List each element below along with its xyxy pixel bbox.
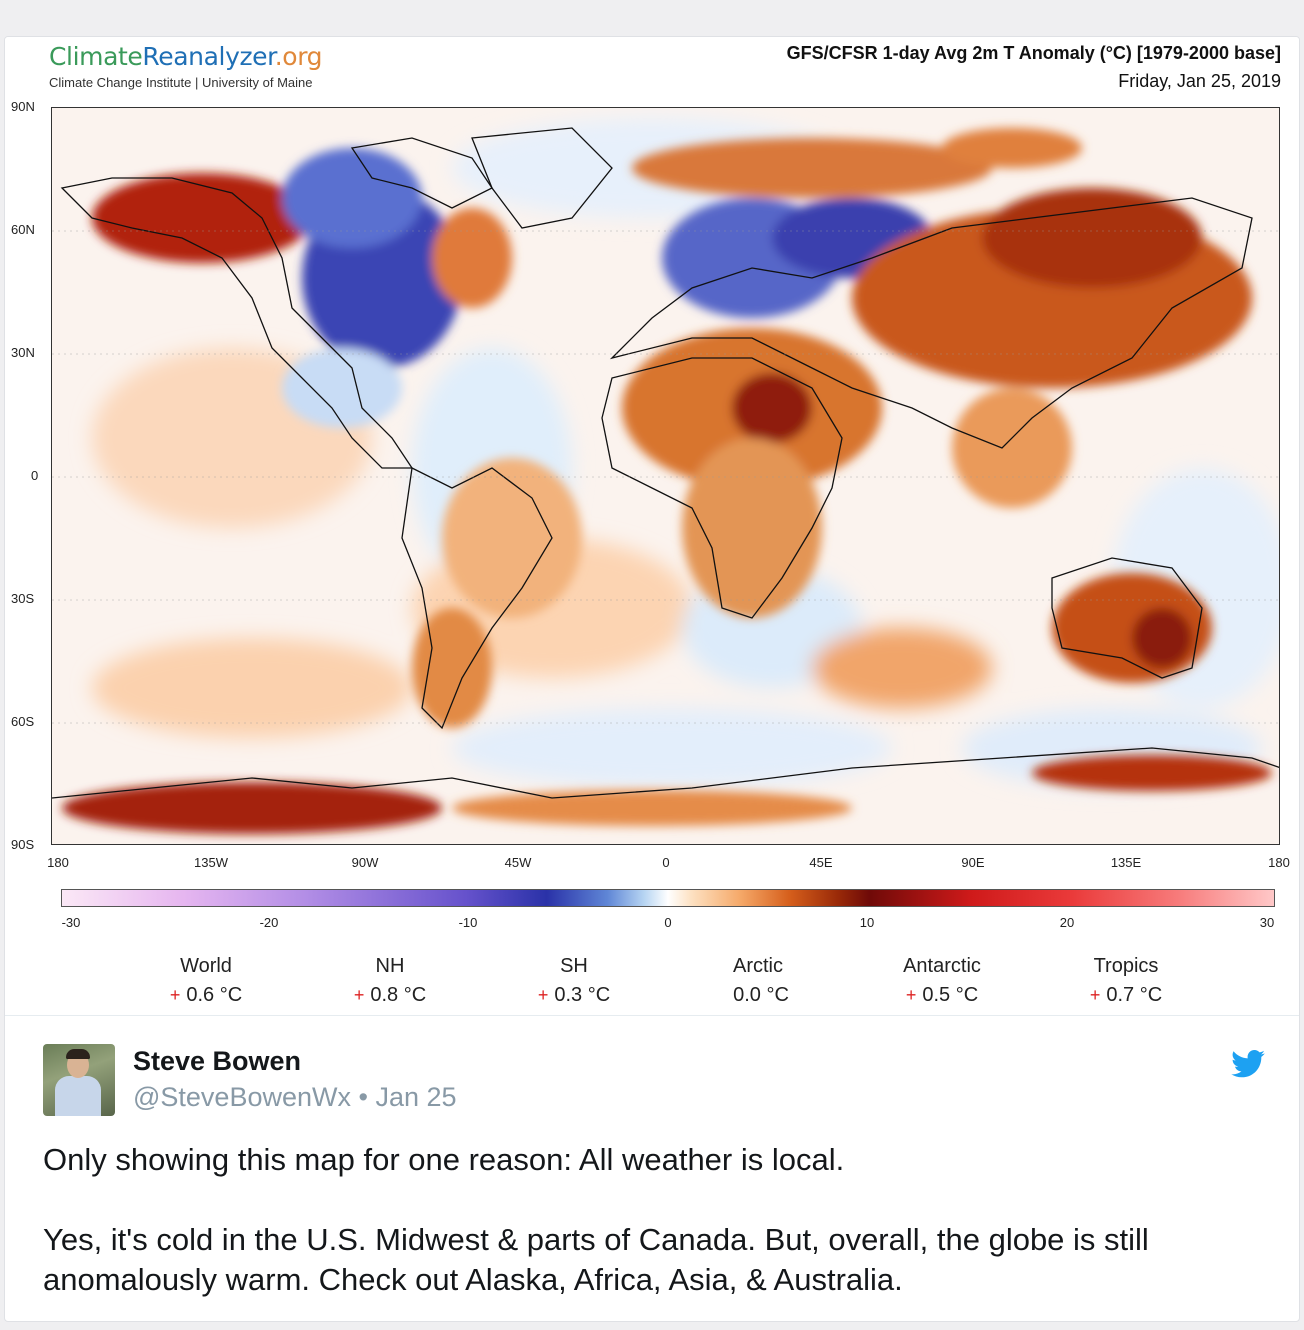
lat-tick: 0 xyxy=(31,468,39,483)
stat-name: Tropics xyxy=(1093,955,1159,977)
stat-nh: NH +0.8 °C xyxy=(300,955,480,1007)
avatar[interactable] xyxy=(43,1044,115,1116)
colorbar-label: 20 xyxy=(1059,915,1075,930)
author-handle-date[interactable]: @SteveBowenWx • Jan 25 xyxy=(133,1082,457,1112)
stat-name: Arctic xyxy=(733,955,783,977)
stat-value: +0.8 °C xyxy=(353,984,427,1006)
lon-tick: 90E xyxy=(961,855,985,870)
stat-value: 0.0 °C xyxy=(733,984,789,1006)
map-date: Friday, Jan 25, 2019 xyxy=(1118,71,1281,91)
tweet-card[interactable]: ClimateReanalyzer.org Climate Change Ins… xyxy=(4,36,1300,1322)
twitter-bird-icon[interactable] xyxy=(1231,1050,1265,1078)
stat-sh: SH +0.3 °C xyxy=(484,955,664,1007)
stat-arctic: Arctic 0.0 °C xyxy=(668,955,848,1007)
brand-logo: ClimateReanalyzer.org Climate Change Ins… xyxy=(49,41,323,90)
lon-tick: 180 xyxy=(47,855,69,870)
temperature-anomaly-map xyxy=(51,107,1280,845)
lat-tick: 90S xyxy=(11,837,35,852)
colorbar-label: 0 xyxy=(664,915,672,930)
stat-name: SH xyxy=(560,955,588,977)
lon-tick: 45W xyxy=(504,855,532,870)
stat-value: +0.5 °C xyxy=(905,984,979,1006)
map-svg xyxy=(52,108,1279,844)
stat-value: +0.7 °C xyxy=(1089,984,1163,1006)
colorbar-label: 10 xyxy=(859,915,875,930)
stat-value: +0.3 °C xyxy=(537,984,611,1006)
lat-tick: 30S xyxy=(11,591,35,606)
colorbar-label: 30 xyxy=(1259,915,1275,930)
colorbar-label: -30 xyxy=(61,915,81,930)
colorbar-label: -10 xyxy=(458,915,478,930)
tweet-paragraph: Yes, it's cold in the U.S. Midwest & par… xyxy=(43,1222,1149,1297)
lon-tick: 0 xyxy=(662,855,670,870)
tweet-text: Only showing this map for one reason: Al… xyxy=(43,1140,1263,1300)
anomaly-map-image[interactable]: ClimateReanalyzer.org Climate Change Ins… xyxy=(5,37,1299,1015)
stat-antarctic: Antarctic +0.5 °C xyxy=(852,955,1032,1007)
lon-tick: 135E xyxy=(1110,855,1142,870)
stat-name: NH xyxy=(375,955,405,977)
brand-subtitle: Climate Change Institute | University of… xyxy=(49,75,313,90)
lon-tick: 90W xyxy=(351,855,379,870)
stat-name: Antarctic xyxy=(903,955,981,977)
lat-tick: 30N xyxy=(11,345,35,360)
lat-tick: 60N xyxy=(11,222,35,237)
land-anomaly-layer xyxy=(62,128,1272,834)
map-title: GFS/CFSR 1-day Avg 2m T Anomaly (°C) [19… xyxy=(786,43,1281,63)
lon-tick: 135W xyxy=(194,855,228,870)
coastlines xyxy=(52,127,1279,799)
tweet-body: Steve Bowen @SteveBowenWx • Jan 25 Only … xyxy=(5,1015,1299,1321)
graticule xyxy=(52,230,1279,724)
brand-name: ClimateReanalyzer.org xyxy=(49,42,323,71)
stat-value: +0.6 °C xyxy=(169,984,243,1006)
colorbar-label: -20 xyxy=(259,915,279,930)
colorbar xyxy=(61,889,1275,907)
stat-world: World +0.6 °C xyxy=(116,955,296,1007)
lon-tick: 180 xyxy=(1268,855,1290,870)
stat-tropics: Tropics +0.7 °C xyxy=(1036,955,1216,1007)
lon-tick: 45E xyxy=(809,855,833,870)
stat-name: World xyxy=(180,955,232,977)
tweet-paragraph: Only showing this map for one reason: Al… xyxy=(43,1142,845,1177)
lat-tick: 90N xyxy=(11,99,35,114)
lat-tick: 60S xyxy=(11,714,35,729)
author-name[interactable]: Steve Bowen xyxy=(133,1046,302,1076)
